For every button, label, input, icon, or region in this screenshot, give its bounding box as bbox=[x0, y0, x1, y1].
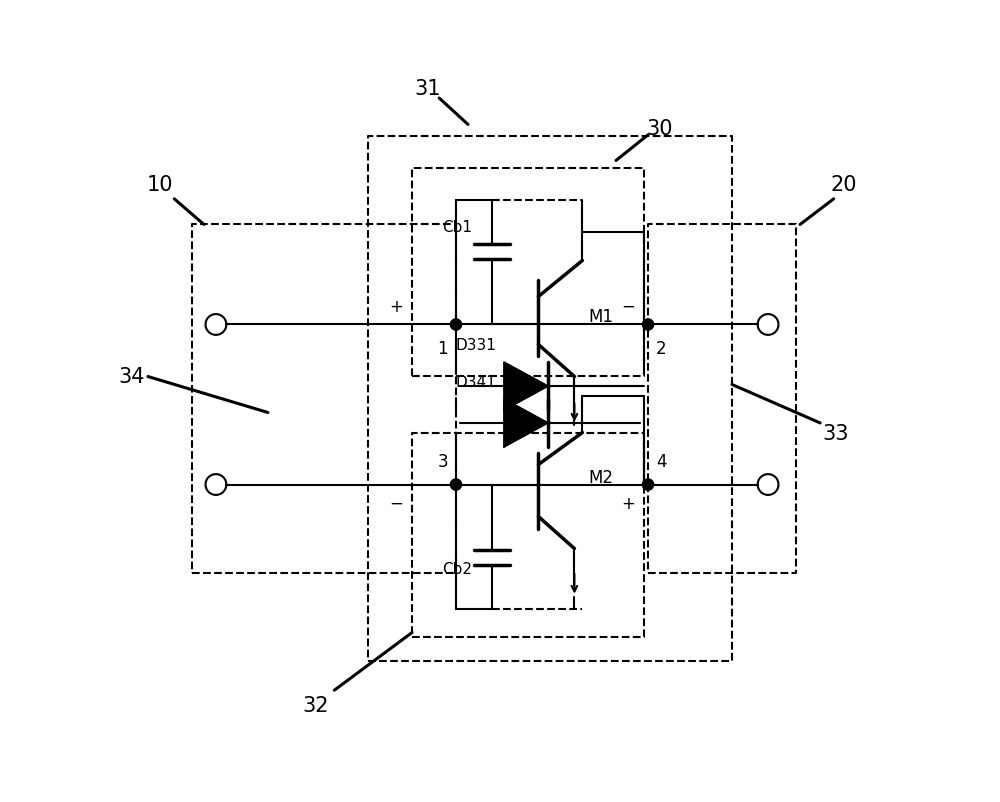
Text: M2: M2 bbox=[589, 468, 614, 486]
Text: 3: 3 bbox=[437, 452, 448, 471]
Text: Cb1: Cb1 bbox=[442, 219, 472, 234]
Text: 1: 1 bbox=[437, 339, 448, 358]
Text: 30: 30 bbox=[647, 119, 673, 140]
Text: −: − bbox=[389, 494, 403, 512]
Text: D331: D331 bbox=[456, 338, 497, 353]
Text: +: + bbox=[621, 494, 635, 512]
Polygon shape bbox=[504, 363, 548, 411]
Text: 4: 4 bbox=[656, 452, 667, 471]
Text: 20: 20 bbox=[831, 175, 857, 195]
Text: M1: M1 bbox=[589, 308, 614, 326]
Text: Cb2: Cb2 bbox=[442, 561, 472, 577]
Text: −: − bbox=[621, 298, 635, 316]
Text: 34: 34 bbox=[119, 367, 145, 387]
Circle shape bbox=[642, 480, 654, 491]
Circle shape bbox=[450, 480, 462, 491]
Circle shape bbox=[642, 319, 654, 330]
Polygon shape bbox=[504, 399, 548, 448]
Text: 32: 32 bbox=[303, 695, 329, 715]
Text: D341: D341 bbox=[456, 375, 497, 390]
Circle shape bbox=[450, 319, 462, 330]
Text: +: + bbox=[389, 298, 403, 316]
Text: 31: 31 bbox=[415, 79, 441, 99]
Text: 10: 10 bbox=[147, 175, 173, 195]
Text: 2: 2 bbox=[656, 339, 667, 358]
Text: 33: 33 bbox=[823, 423, 849, 443]
